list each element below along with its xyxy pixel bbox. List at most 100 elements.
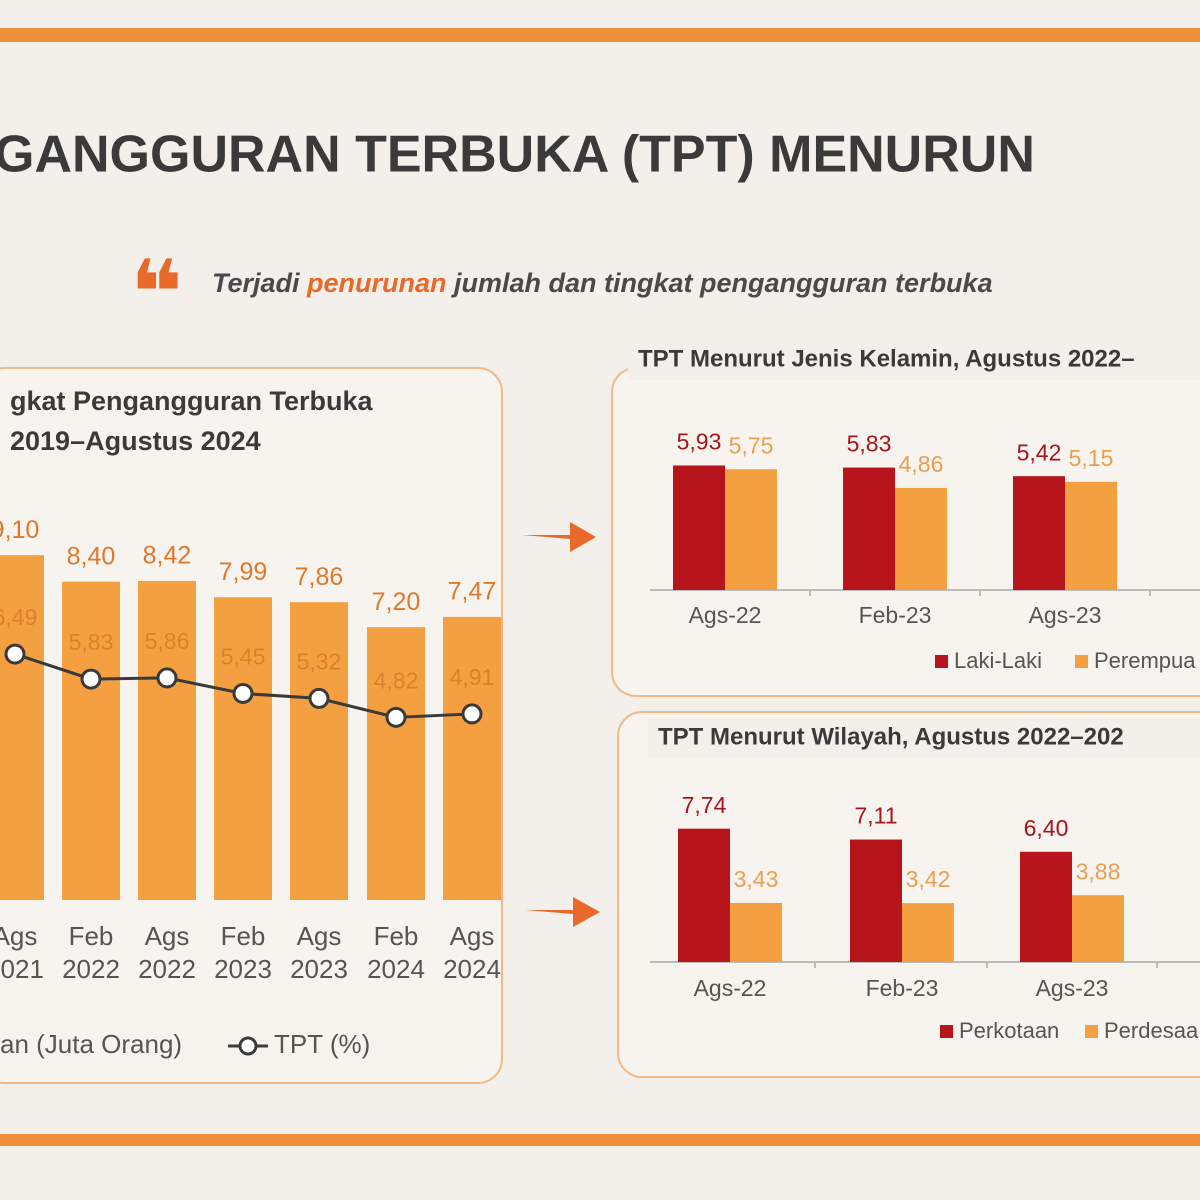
x-tick-label: Ags	[450, 921, 495, 951]
point	[4, 643, 26, 665]
x-tick-label: Feb	[69, 921, 114, 951]
value-label: 3,42	[906, 866, 951, 892]
quote-highlight: penurunan	[306, 268, 447, 298]
top-band	[0, 28, 1200, 42]
x-tick-label: Feb-23	[866, 975, 939, 1001]
x-tick-label: Ags-22	[694, 975, 767, 1001]
bar	[290, 602, 348, 900]
x-tick-label: Ags	[297, 921, 342, 951]
legend-label: Perempua	[1094, 648, 1196, 673]
x-tick-label: Feb-23	[859, 602, 932, 628]
bar	[725, 469, 777, 590]
point-label: 6,49	[0, 604, 37, 630]
value-label: 3,43	[734, 866, 779, 892]
bar	[843, 467, 895, 590]
chart-title: TPT Menurut Jenis Kelamin, Agustus 2022–	[638, 345, 1135, 372]
value-label: 7,99	[219, 558, 268, 586]
bar	[895, 487, 947, 590]
bottom-band	[0, 1134, 1200, 1146]
x-tick-label: Ags	[145, 921, 190, 951]
point	[308, 687, 330, 709]
quote-text: jumlah dan tingkat pengangguran terbuka	[447, 268, 993, 298]
x-tick-label: 2024	[443, 954, 501, 984]
point-label: 5,32	[297, 648, 342, 674]
value-label: 5,15	[1069, 445, 1114, 471]
point-label: 4,82	[374, 667, 419, 693]
quote-mark: ❝	[130, 244, 183, 344]
bar	[850, 839, 902, 962]
bar	[678, 828, 730, 962]
point	[232, 682, 254, 704]
bar	[62, 581, 120, 900]
chart-title: gkat Pengangguran Terbuka	[10, 386, 374, 416]
legend-label: Perkotaan	[959, 1018, 1059, 1043]
x-tick-label: Ags	[0, 921, 37, 951]
bar	[214, 597, 272, 900]
value-label: 7,20	[372, 588, 421, 616]
chart-title: TPT Menurut Wilayah, Agustus 2022–202	[658, 723, 1124, 750]
x-tick-label: 2023	[214, 954, 272, 984]
bar	[1020, 851, 1072, 962]
legend-swatch	[935, 655, 948, 668]
bar	[138, 580, 196, 900]
quote-text: Terjadi	[212, 268, 307, 298]
bar	[730, 902, 782, 962]
bar	[902, 903, 954, 962]
bar	[367, 627, 425, 900]
value-label: 7,74	[682, 792, 727, 818]
value-label: 6,40	[1024, 815, 1069, 841]
arrow	[525, 897, 600, 927]
bar	[1013, 476, 1065, 590]
point	[461, 703, 483, 725]
bar	[0, 555, 44, 900]
legend-swatch	[940, 1025, 953, 1038]
value-label: 5,93	[677, 429, 722, 455]
value-label: 3,88	[1076, 858, 1121, 884]
bar	[1065, 481, 1117, 590]
legend-label: Perdesaa	[1104, 1018, 1199, 1043]
x-tick-label: 2024	[367, 954, 425, 984]
bar	[443, 616, 501, 900]
legend-swatch	[1075, 655, 1088, 668]
value-label: 7,47	[448, 578, 497, 606]
bar	[1072, 895, 1124, 962]
value-label: 8,40	[67, 542, 116, 570]
legend-label: Laki-Laki	[954, 648, 1042, 673]
x-tick-label: 2022	[62, 954, 120, 984]
title-background	[648, 718, 1200, 758]
x-tick-label: Ags-22	[689, 602, 762, 628]
value-label: 5,42	[1017, 439, 1062, 465]
slide-title: GANGGURAN TERBUKA (TPT) MENURUN	[0, 126, 1035, 184]
legend-marker	[238, 1036, 258, 1056]
chart-title: 2019–Agustus 2024	[10, 426, 261, 456]
x-tick-label: 2023	[290, 954, 348, 984]
legend-swatch	[1085, 1025, 1098, 1038]
point	[385, 706, 407, 728]
point-label: 5,86	[145, 628, 190, 654]
x-tick-label: Ags-23	[1036, 975, 1109, 1001]
card	[617, 711, 1200, 1078]
bar	[673, 465, 725, 590]
value-label: 7,11	[854, 803, 897, 829]
value-label: 8,42	[143, 542, 192, 570]
title-background	[628, 340, 1200, 380]
point	[80, 668, 102, 690]
value-label: 9,10	[0, 516, 39, 544]
legend-label: an (Juta Orang)	[0, 1029, 182, 1059]
arrow	[522, 522, 596, 552]
value-label: 5,83	[847, 431, 892, 457]
value-label: 4,86	[899, 451, 944, 477]
x-tick-label: 2022	[138, 954, 196, 984]
x-tick-label: 2021	[0, 954, 44, 984]
x-tick-label: Feb	[221, 921, 266, 951]
x-tick-label: Feb	[374, 921, 419, 951]
point-label: 5,83	[69, 629, 114, 655]
value-label: 7,86	[295, 563, 344, 591]
value-label: 5,75	[729, 432, 774, 458]
legend-label: TPT (%)	[274, 1029, 370, 1059]
x-tick-label: Ags-23	[1029, 602, 1102, 628]
point-label: 5,45	[221, 644, 266, 670]
quote: Terjadi penurunan jumlah dan tingkat pen…	[212, 268, 993, 298]
